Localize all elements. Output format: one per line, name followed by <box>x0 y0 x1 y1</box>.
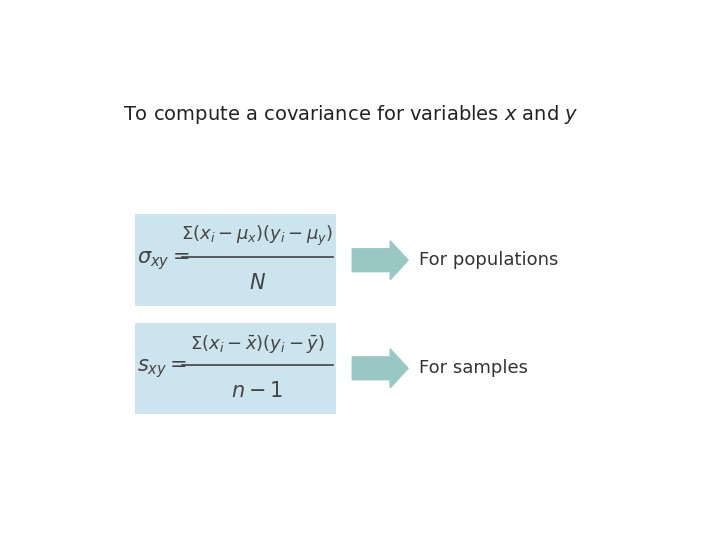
FancyArrow shape <box>352 349 408 388</box>
Text: For populations: For populations <box>419 251 559 269</box>
FancyBboxPatch shape <box>135 214 336 306</box>
Text: $n-1$: $n-1$ <box>231 381 284 401</box>
FancyBboxPatch shape <box>135 322 336 414</box>
FancyArrow shape <box>352 241 408 280</box>
Text: $N$: $N$ <box>249 273 266 293</box>
Text: $\sigma_{xy}=$: $\sigma_{xy}=$ <box>138 249 190 272</box>
Text: $s_{xy}=$: $s_{xy}=$ <box>138 357 188 380</box>
Text: $\Sigma(x_i-\mu_x)(y_i-\mu_y)$: $\Sigma(x_i-\mu_x)(y_i-\mu_y)$ <box>181 224 333 248</box>
Text: To compute a covariance for variables $x$ and $y$: To compute a covariance for variables $x… <box>124 103 579 126</box>
Text: For samples: For samples <box>419 359 528 377</box>
Text: $\Sigma(x_i-\bar{x})(y_i-\bar{y})$: $\Sigma(x_i-\bar{x})(y_i-\bar{y})$ <box>190 333 325 355</box>
